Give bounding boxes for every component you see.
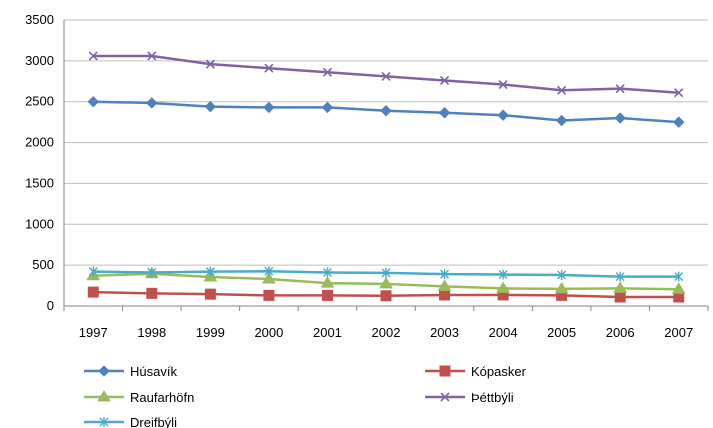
legend-item-2-swatch-marker [439,365,451,377]
x-tick-label: 1997 [79,325,108,340]
legend-item-1-label: Húsavík [130,364,177,379]
series-4-point [674,88,684,98]
series-4-line [93,54,679,94]
series-4-point [322,67,333,77]
y-tick-label: 3500 [25,12,54,27]
series-4-point [205,59,215,69]
series-3-point [262,272,276,284]
series-1-point [263,101,275,114]
series-5-point [498,269,508,280]
series-5-point [322,267,332,278]
series-3-point [554,281,569,294]
series-4-point [264,63,274,73]
legend-item-4-label: Þéttbýli [471,390,514,405]
series-1-point [380,104,392,117]
series-5-point [147,267,157,278]
x-tick-label: 2000 [254,325,283,340]
x-tick-label: 1999 [196,325,225,340]
y-tick-label: 2000 [25,135,54,150]
series-2-point [204,288,216,300]
legend-item-2-label: Kópasker [471,364,527,379]
series-2-point [87,286,99,298]
series-3-point [320,276,335,288]
x-tick-label: 2006 [606,325,635,340]
series-4-point [439,75,450,86]
legend-item-4-swatch-marker [440,392,450,402]
grid-layer [64,19,708,307]
series-1-point [204,100,217,113]
legend-item-2: Kópasker [425,364,527,379]
legend-item-1-swatch-marker [98,365,110,377]
series-5-point [674,271,684,282]
series-5-point [557,269,567,280]
series-2-point [380,290,392,302]
series-3-point [671,282,686,294]
series-2-point [146,287,158,299]
series-2-point [321,289,333,301]
series-3-point [379,276,393,289]
legend-item-5-swatch-marker [99,417,109,427]
y-tick-label: 500 [32,257,54,272]
y-tick-label: 1500 [25,175,54,190]
series-1-point [438,107,451,119]
series-5-point [440,269,450,280]
series-4-point [147,51,157,61]
legend-item-3-label: Raufarhöfn [130,390,194,405]
y-tick-label: 3000 [25,53,54,68]
series-2-point [439,289,451,301]
x-tick-label: 2004 [489,325,518,340]
series-1-point [497,109,509,121]
series-4-point [615,84,625,94]
series-2 [87,286,685,303]
series-1-point [614,112,626,124]
series-5 [88,266,684,282]
series-1-point [321,101,334,114]
legend-item-1: Húsavík [84,364,177,379]
series-4-point [88,51,98,61]
legend-item-5: Dreifbýli [84,415,177,428]
series-1-point [146,97,158,109]
series-5-point [381,267,391,278]
x-tick-label: 1998 [137,325,166,340]
x-tick-label: 2007 [664,325,693,340]
series-4-point [498,79,508,90]
x-tick-label: 2005 [547,325,576,340]
legend: Húsavík Kópasker Raufarhöfn Þéttbýli Dreifbý… [84,364,527,428]
legend-item-3-swatch-marker [97,390,111,402]
series-2-point [263,289,275,301]
series-4 [88,51,684,98]
series-5-point [264,266,274,277]
series-1-point [555,114,568,127]
series-3-point [613,281,628,293]
y-tick-label: 0 [47,298,54,313]
y-tick-label: 2500 [25,94,54,109]
series-5-point [88,266,98,277]
x-tick-label: 2001 [313,325,342,340]
series-1-point [673,116,685,128]
series-4-point [557,85,567,95]
series-3-point [496,281,510,293]
series-4-point [381,71,391,81]
y-tick-label: 1000 [25,216,54,231]
x-tick-label: 2002 [372,325,401,340]
x-tick-label: 2003 [430,325,459,340]
legend-item-4: Þéttbýli [425,390,514,405]
series-3-point [437,279,452,291]
series-layer [86,51,686,303]
series-5-point [205,266,215,277]
series-1-point [87,96,99,108]
series-5-point [615,271,625,282]
legend-item-3: Raufarhöfn [84,390,194,405]
axis-layer: 0 500 1000 1500 2000 2500 3000 3500 1997 1998 1999… [25,12,709,340]
legend-item-5-label: Dreifbýli [130,415,177,428]
series-2-point [614,291,626,303]
series-1 [87,96,685,128]
